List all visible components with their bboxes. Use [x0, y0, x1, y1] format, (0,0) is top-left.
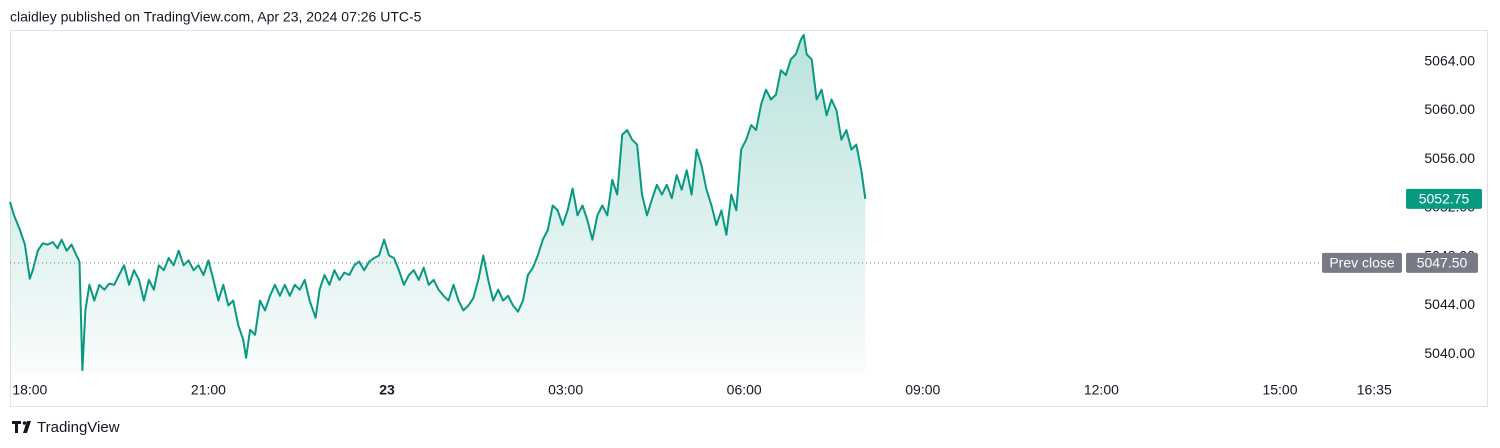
x-tick-label: 06:00 [727, 382, 762, 398]
prev-close-label: Prev close [1329, 255, 1395, 271]
y-tick-label: 5064.00 [1424, 52, 1475, 68]
prev-close-value-badge [1406, 252, 1478, 273]
x-tick-label: 03:00 [548, 382, 583, 398]
x-tick-label: 12:00 [1084, 382, 1119, 398]
prev-close-value: 5047.50 [1417, 255, 1468, 271]
y-tick-label: 5056.00 [1424, 150, 1475, 166]
last-price-badge [1406, 188, 1482, 209]
header-text: claidley published on TradingView.com, A… [10, 9, 422, 25]
x-tick-label: 15:00 [1262, 382, 1297, 398]
logo [12, 421, 31, 433]
price-line [9, 33, 867, 372]
x-tick-label: 21:00 [191, 382, 226, 398]
last-price-label: 5052.75 [1419, 191, 1470, 207]
x-tick-label: 23 [379, 382, 395, 398]
prev-close-badge [1322, 252, 1402, 273]
y-tick-label: 5040.00 [1424, 345, 1475, 361]
x-tick-label: 18:00 [12, 382, 47, 398]
y-tick-label: 5060.00 [1424, 101, 1475, 117]
x-tick-label: 16:35 [1357, 382, 1392, 398]
y-tick-label: 5044.00 [1424, 296, 1475, 312]
footer-brand: TradingView [37, 419, 120, 436]
x-tick-label: 09:00 [905, 382, 940, 398]
